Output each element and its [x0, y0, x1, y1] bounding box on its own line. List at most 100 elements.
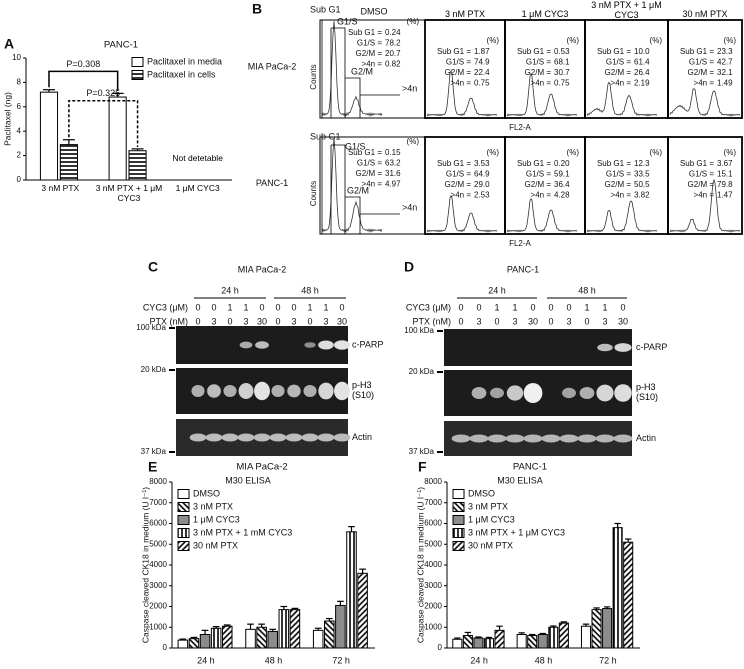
bar: [548, 626, 559, 649]
dose-value: 1: [512, 302, 517, 312]
gate-label: >4n: [402, 83, 417, 93]
stat-value: 26.4: [634, 68, 650, 77]
legend-label: 30 nM PTX: [193, 540, 238, 550]
band: [596, 384, 614, 402]
dose-value: 1: [227, 302, 232, 312]
x-tick-label: 72 h: [332, 655, 350, 665]
y-tick-label: 1000: [424, 622, 442, 631]
band: [614, 343, 632, 352]
dose-value: 30: [528, 316, 538, 326]
y-tick-label: 3000: [149, 581, 167, 590]
legend-swatch: [177, 502, 190, 512]
error-bar: [560, 621, 568, 624]
y-tick-label: 5000: [424, 539, 442, 548]
x-tick-label: 1 μM CYC3: [175, 183, 220, 193]
bar: [452, 638, 463, 649]
error-bar: [291, 607, 299, 610]
error-bar: [42, 89, 55, 93]
stat-value: 2.19: [634, 79, 650, 88]
y-tick-label: 0: [438, 643, 443, 652]
stat-label: Sub G1 =: [437, 159, 471, 168]
band: [579, 387, 595, 399]
stat-label: >4n =: [694, 191, 715, 200]
stat-value: 3.53: [474, 159, 490, 168]
legend-swatch: [452, 502, 465, 512]
bar: [245, 628, 256, 649]
legend-swatch: [177, 489, 190, 499]
band: [271, 385, 285, 397]
x-tick-label: 3 nM PTX: [41, 183, 80, 193]
band: [238, 383, 254, 399]
error-bar: [475, 636, 482, 639]
band: [541, 434, 561, 443]
panel-letter: E: [148, 459, 157, 475]
band-label: p-H3 (S10): [636, 382, 659, 403]
error-bar: [539, 632, 546, 635]
error-bar: [179, 638, 187, 641]
band: [318, 340, 334, 350]
percent-label: (%): [724, 36, 737, 45]
bar: [537, 634, 548, 649]
error-bar: [314, 627, 322, 631]
bar: [267, 630, 278, 649]
gate-label: Sub G1: [310, 4, 341, 14]
bar: [312, 629, 324, 649]
bar: [324, 620, 335, 649]
legend-label: 30 nM PTX: [468, 540, 513, 550]
treatment-label: PTX (nM): [149, 316, 188, 326]
condition-label: 3 nM PTX + 1 μM CYC3: [591, 0, 662, 21]
y-tick-label: 4: [17, 126, 22, 135]
bar: [516, 634, 527, 649]
stat-label: G1/S =: [526, 58, 551, 67]
legend-label: 3 nM PTX: [193, 501, 233, 511]
legend-label: 1 μM CYC3: [468, 514, 515, 524]
gate-label: G1/S: [345, 141, 366, 151]
band: [614, 384, 632, 402]
gate-label: G2/M: [347, 185, 369, 195]
bar: [335, 604, 346, 649]
y-tick-label: 7000: [424, 498, 442, 507]
stat-value: 3.67: [717, 159, 733, 168]
dose-value: 1: [243, 302, 248, 312]
panel-letter: F: [418, 459, 427, 475]
legend-label: 3 nM PTX: [468, 501, 508, 511]
x-tick-label: 3 nM PTX + 1 μM CYC3: [95, 183, 163, 203]
error-bar: [223, 624, 231, 627]
y-tick-label: 10: [12, 53, 21, 62]
histogram: [426, 69, 498, 117]
dose-value: 0: [584, 316, 589, 326]
dose-value: 0: [476, 302, 481, 312]
band: [223, 385, 237, 397]
legend-swatch: [131, 70, 144, 80]
histogram: [506, 198, 578, 233]
panel-letter: B: [252, 1, 262, 17]
dose-value: 3: [291, 316, 296, 326]
x-tick-label: 24 h: [470, 655, 488, 665]
chart-subtitle: M30 ELISA: [497, 475, 543, 485]
stat-label: Sub G1 =: [680, 47, 714, 56]
band: [205, 433, 223, 442]
bar: [346, 531, 357, 649]
treatment-label: PTX (nM): [412, 316, 451, 326]
condition-label: 3 nM PTX: [444, 9, 485, 19]
bracket: [48, 70, 119, 91]
bar: [210, 627, 222, 649]
stat-value: 0.75: [554, 79, 570, 88]
dose-value: 3: [602, 316, 607, 326]
band: [471, 387, 487, 399]
dose-value: 0: [458, 316, 463, 326]
dose-value: 30: [257, 316, 267, 326]
chart-title: PANC-1: [104, 40, 138, 51]
stat-label: G2/M =: [688, 68, 715, 77]
stat-label: G2/M =: [605, 180, 632, 189]
y-tick-label: 7000: [149, 498, 167, 507]
stat-value: 3.82: [634, 191, 650, 200]
bar: [580, 625, 592, 649]
legend-swatch: [177, 515, 190, 525]
band: [595, 434, 615, 443]
dose-value: 3: [566, 316, 571, 326]
y-tick-label: 0: [17, 175, 22, 184]
stat-label: >4n =: [694, 79, 715, 88]
stat-value: 4.28: [554, 191, 570, 200]
band: [301, 433, 319, 442]
